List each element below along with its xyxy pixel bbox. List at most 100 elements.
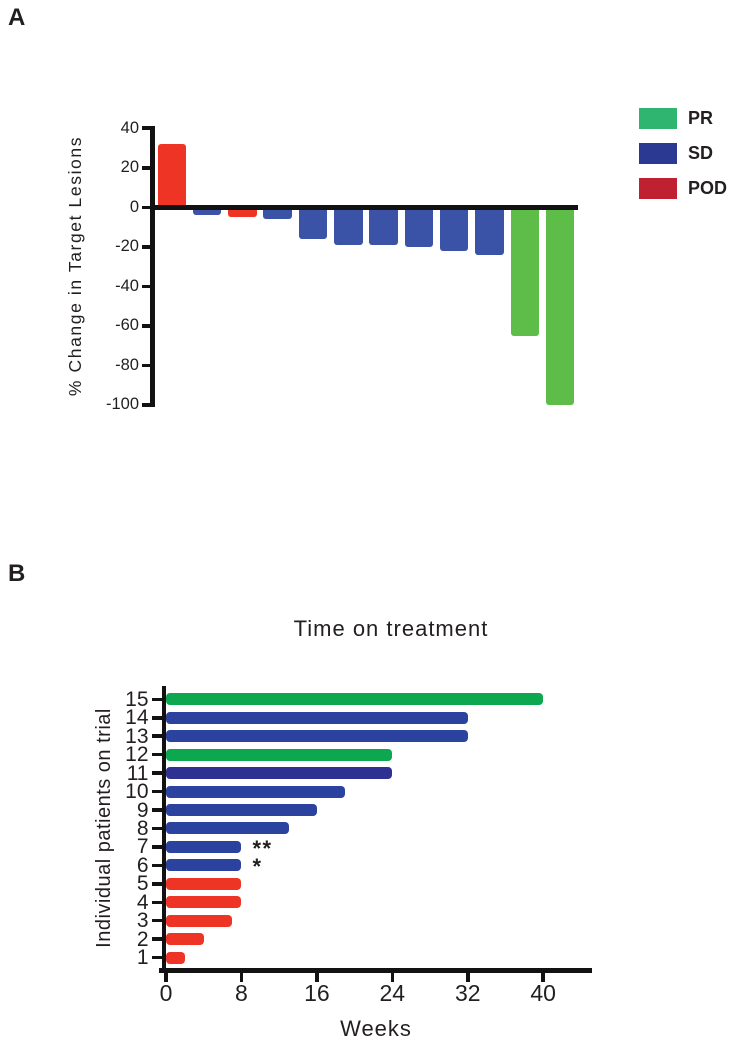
swimmer-bar-patient-9 <box>166 804 317 816</box>
legend-swatch-sd <box>639 143 677 164</box>
panel-a-y-axis-line <box>150 126 155 407</box>
panel-b-y-tick-label: 2 <box>136 927 149 951</box>
waterfall-bar <box>545 207 575 405</box>
panel-b-y-axis-line <box>161 686 166 972</box>
panel-b-y-tick-label: 4 <box>136 890 149 914</box>
panel-b-x-tick <box>239 972 244 982</box>
panel-a-y-tick-label: -100 <box>105 395 139 414</box>
legend-label-pod: POD <box>688 178 728 198</box>
waterfall-bar <box>298 207 328 239</box>
panel-b-x-tick <box>315 972 319 982</box>
panel-a-zero-line <box>150 205 578 210</box>
panel-a-y-tick-label: 40 <box>120 118 139 137</box>
panel-a-y-tick-label: -40 <box>115 276 139 295</box>
panel-b-x-tick-label: 0 <box>159 980 173 1007</box>
significance-annotation-patient-6: * <box>252 854 263 880</box>
swimmer-bar-patient-6 <box>166 859 242 872</box>
panel-b-y-tick <box>151 752 162 757</box>
panel-b-y-tick-label: 6 <box>136 853 149 877</box>
panel-a-y-tick <box>141 403 150 407</box>
waterfall-bar <box>263 207 292 220</box>
panel-b-x-tick <box>390 972 395 982</box>
swimmer-bar-patient-11 <box>166 767 393 780</box>
panel-b-y-tick-label: 1 <box>136 946 149 970</box>
waterfall-bar <box>439 207 469 251</box>
panel-b-y-tick-label: 5 <box>136 872 149 896</box>
panel-a-y-tick-label: -60 <box>115 316 139 335</box>
waterfall-bar <box>157 144 186 208</box>
panel-a-y-tick <box>141 166 150 170</box>
panel-b-label: B <box>8 560 26 587</box>
panel-a-y-tick <box>141 363 150 368</box>
panel-b-y-tick-label: 13 <box>125 724 149 748</box>
swimmer-bar-patient-15 <box>166 693 544 706</box>
swimmer-bar-patient-10 <box>166 785 346 798</box>
panel-a-y-tick <box>141 245 150 249</box>
waterfall-bar <box>228 207 257 218</box>
swimmer-bar-patient-14 <box>166 711 468 724</box>
swimmer-bar-patient-12 <box>166 748 393 761</box>
panel-b-x-tick-label: 40 <box>530 980 556 1007</box>
panel-a-y-tick <box>141 324 150 328</box>
legend-item-pr: PR <box>639 108 735 130</box>
panel-b-y-tick-label: 3 <box>136 909 149 933</box>
panel-a-y-tick <box>141 126 150 130</box>
panel-b-y-tick-label: 15 <box>125 687 149 711</box>
waterfall-bar <box>334 207 363 245</box>
swimmer-bar-patient-5 <box>166 877 242 890</box>
legend-item-pod: POD <box>639 178 735 200</box>
panel-b-y-tick-label: 8 <box>136 816 149 840</box>
panel-b-x-tick-label: 24 <box>379 980 406 1007</box>
panel-b-x-tick <box>164 972 168 982</box>
swimmer-bar-patient-1 <box>166 951 185 964</box>
panel-b-y-tick-label: 7 <box>136 835 149 859</box>
panel-b-y-tick <box>151 845 162 849</box>
legend-label-pr: PR <box>688 108 714 128</box>
panel-b-y-tick <box>151 918 162 923</box>
panel-b-y-tick <box>151 900 162 904</box>
swimmer-bar-patient-4 <box>166 896 242 909</box>
panel-a-y-tick-label: -20 <box>115 237 139 256</box>
panel-a-label: A <box>8 4 26 31</box>
panel-b-y-tick <box>151 863 162 868</box>
waterfall-bar <box>404 207 434 247</box>
legend-swatch-pr <box>639 108 677 129</box>
panel-b-y-tick <box>151 697 162 702</box>
panel-b-y-tick <box>151 937 162 941</box>
waterfall-bar <box>369 207 398 245</box>
legend-item-sd: SD <box>639 143 735 165</box>
panel-b-y-tick <box>151 955 162 960</box>
legend-swatch-pod <box>639 178 677 199</box>
swimmer-bar-patient-8 <box>166 822 289 835</box>
panel-b-y-tick <box>151 808 162 812</box>
panel-b-y-tick-label: 10 <box>125 780 149 804</box>
swimmer-bar-patient-7 <box>166 840 242 853</box>
panel-b-x-tick <box>466 972 470 982</box>
swimmer-bar-patient-2 <box>166 933 204 946</box>
waterfall-bar <box>475 207 504 255</box>
panel-a-y-axis-title: % Change in Target Lesions <box>65 135 85 397</box>
swimmer-bar-patient-3 <box>166 914 232 927</box>
panel-a-y-tick-label: 20 <box>120 158 139 177</box>
panel-b-x-tick-label: 32 <box>454 980 481 1007</box>
panel-b-x-axis-title: Weeks <box>340 1016 412 1041</box>
panel-b-x-tick <box>541 972 545 982</box>
significance-annotation-patient-7: ** <box>252 835 273 861</box>
panel-b-y-tick <box>151 826 162 831</box>
panel-a-y-tick <box>141 284 150 289</box>
panel-a-y-tick-label: 0 <box>129 197 139 216</box>
panel-a-y-tick <box>141 205 150 210</box>
panel-b-x-tick-label: 8 <box>235 980 248 1007</box>
panel-a-y-tick-label: -80 <box>115 355 139 374</box>
panel-b-y-tick <box>151 882 162 886</box>
panel-b-title: Time on treatment <box>293 616 489 641</box>
panel-b-y-tick-label: 9 <box>136 798 149 822</box>
waterfall-bar <box>192 207 222 216</box>
panel-b-y-tick-label: 11 <box>126 761 149 785</box>
panel-b-y-tick <box>151 734 162 738</box>
legend-label-sd: SD <box>688 143 714 163</box>
panel-b-x-axis-line <box>159 968 592 973</box>
panel-b-y-tick <box>151 789 162 794</box>
waterfall-bar <box>510 207 539 336</box>
